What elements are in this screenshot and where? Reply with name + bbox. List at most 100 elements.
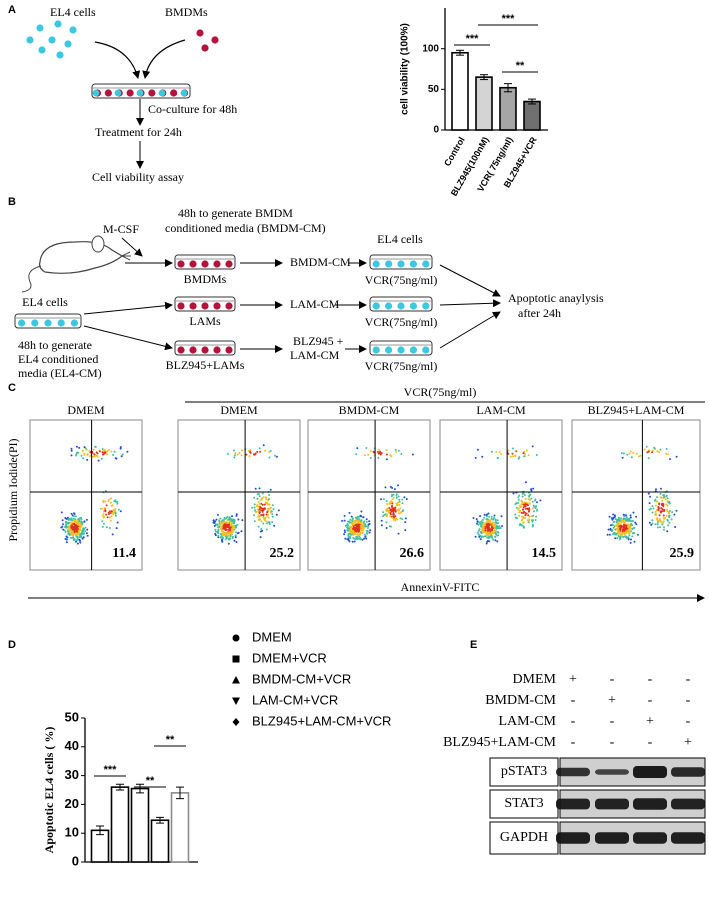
flow-event <box>93 455 96 458</box>
flow-event <box>521 508 524 511</box>
flow-event <box>628 532 631 534</box>
flow-event <box>225 523 228 526</box>
flow-event <box>651 522 654 525</box>
flow-event <box>486 527 489 530</box>
flow-event <box>648 449 651 452</box>
flow-event <box>348 540 351 543</box>
flow-event <box>617 516 620 519</box>
bar <box>475 76 493 131</box>
flow-event <box>404 517 407 520</box>
flow-event <box>70 517 73 520</box>
flow-event <box>264 449 267 452</box>
flow-event <box>82 536 85 539</box>
cell <box>201 302 209 310</box>
flow-event <box>533 505 536 508</box>
flow-event <box>397 449 400 452</box>
flow-event <box>637 533 639 536</box>
cell <box>126 89 134 97</box>
cell <box>92 89 100 97</box>
flow-event <box>354 524 357 527</box>
flow-event <box>84 447 87 450</box>
flow-event <box>393 508 396 511</box>
cell <box>201 260 209 268</box>
diagram-label: EL4 cells <box>22 295 68 309</box>
flow-event <box>391 508 394 511</box>
cell <box>44 319 52 327</box>
flow-event <box>265 498 268 501</box>
flow-event <box>620 517 622 520</box>
flow-event <box>518 511 521 514</box>
flow-event <box>628 525 631 528</box>
cell <box>213 260 221 268</box>
flow-event <box>614 518 617 521</box>
flow-event <box>482 527 485 529</box>
flow-event <box>478 528 481 531</box>
flow-event <box>70 454 73 457</box>
flow-event <box>382 511 385 514</box>
condition-sign: - <box>686 693 691 708</box>
flow-event <box>70 512 73 515</box>
flow-event <box>226 521 229 524</box>
flow-event <box>659 448 662 451</box>
flow-event <box>655 504 657 507</box>
flow-event <box>667 501 670 504</box>
flow-event <box>622 452 625 455</box>
flow-event <box>77 531 80 534</box>
flow-event <box>475 518 478 521</box>
flow-event <box>391 510 394 513</box>
flow-event <box>524 516 526 519</box>
flow-event <box>367 525 370 528</box>
flow-event <box>663 510 666 512</box>
flow-event <box>109 512 112 514</box>
flow-event <box>351 517 354 520</box>
flow-event <box>257 501 260 503</box>
flow-event <box>237 531 240 534</box>
flow-event <box>488 536 491 539</box>
diagram-label: EL4 cells <box>377 232 423 246</box>
flow-event <box>224 538 227 541</box>
legend-label: LAM-CM+VCR <box>252 692 338 707</box>
flow-event <box>64 531 67 533</box>
flow-event <box>656 518 659 521</box>
flow-event <box>229 527 232 529</box>
flow-event <box>231 520 234 523</box>
cell <box>64 40 72 48</box>
flow-event <box>264 516 267 519</box>
cell <box>372 346 380 354</box>
flow-event <box>213 524 216 527</box>
flow-event <box>365 518 368 521</box>
flow-event <box>219 517 222 520</box>
flow-event <box>395 494 398 497</box>
flow-event <box>639 454 642 457</box>
panel-label: D <box>8 639 16 651</box>
condition-label: BLZ945+LAM-CM <box>443 735 556 750</box>
blot-band <box>595 832 629 844</box>
diagram-label: LAM-CM <box>290 348 340 362</box>
cell <box>409 260 417 268</box>
flow-event <box>398 503 401 506</box>
flow-event <box>109 519 112 522</box>
flow-event <box>96 452 99 455</box>
flow-event <box>360 538 363 541</box>
band-label: GAPDH <box>500 830 548 845</box>
flow-event <box>397 495 400 498</box>
flow-event <box>386 507 389 510</box>
flow-event <box>520 519 523 522</box>
flow-event <box>629 450 632 453</box>
diagram-label: BMDM-CM <box>290 255 351 269</box>
diagram-label: BLZ945 + <box>293 334 344 348</box>
flow-event <box>353 540 356 543</box>
flow-event <box>264 507 266 510</box>
condition-sign: - <box>648 672 653 687</box>
flow-event <box>532 510 535 513</box>
flow-event <box>621 532 624 535</box>
flow-event <box>616 537 619 539</box>
flow-event <box>356 447 359 450</box>
flow-event <box>512 455 514 458</box>
flow-event <box>355 453 358 456</box>
flow-event <box>254 487 257 490</box>
flow-event <box>364 535 367 538</box>
flow-event <box>530 497 533 500</box>
flow-event <box>625 514 628 517</box>
flow-event <box>388 525 391 528</box>
